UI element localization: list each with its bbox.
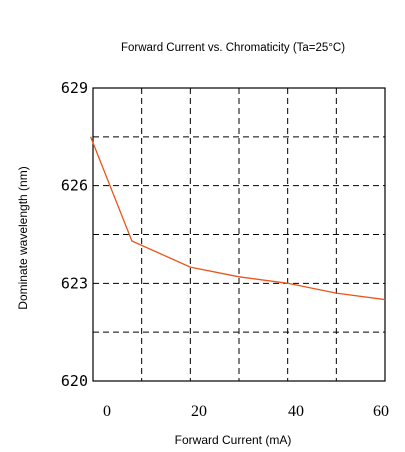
y-tick-label: 620 [61,372,88,390]
y-tick-label: 626 [61,177,88,195]
x-tick-label: 40 [288,403,304,420]
y-axis-label: Dominate wavelength (nm) [16,166,30,309]
x-tick-labels: 0 20 40 60 [103,403,389,420]
chart-title: Forward Current vs. Chromaticity (Ta=25°… [121,42,345,54]
x-tick-label: 20 [191,403,207,420]
series-line [89,136,386,301]
y-tick-label: 629 [61,79,88,97]
x-axis-label: Forward Current (mA) [175,433,292,447]
y-tick-label: 623 [61,274,88,292]
grid-lines [93,88,385,381]
x-tick-label: 0 [103,403,111,420]
y-tick-labels: 620 623 626 629 [61,79,88,390]
plot-frame [92,87,386,382]
x-tick-label: 60 [373,403,389,420]
